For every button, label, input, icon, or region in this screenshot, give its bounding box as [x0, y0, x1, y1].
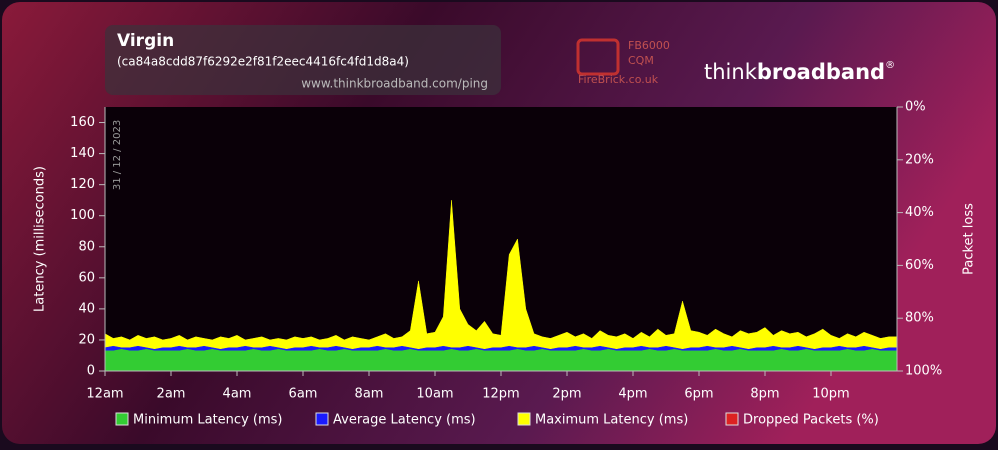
brand-think: think [704, 60, 758, 84]
y-tick-label: 120 [70, 177, 95, 192]
x-tick-label: 4pm [618, 387, 647, 402]
x-tick-label: 6pm [684, 387, 713, 402]
x-tick-label: 8am [355, 387, 384, 402]
source-url: www.thinkbroadband.com/ping [301, 77, 488, 91]
y-tick-label: 80 [78, 239, 95, 254]
x-tick-label: 4am [223, 387, 252, 402]
y2-axis-label: Packet loss [962, 203, 977, 275]
y2-tick-label: 80% [905, 311, 934, 326]
y2-tick-label: 40% [905, 205, 934, 220]
latency-area [104, 349, 898, 372]
x-tick-label: 8pm [750, 387, 779, 402]
x-tick-label: 12pm [482, 387, 519, 402]
x-tick-label: 10pm [812, 387, 849, 402]
legend-swatch [725, 412, 739, 426]
y-tick-label: 60 [78, 270, 95, 285]
legend-label: Maximum Latency (ms) [535, 413, 688, 428]
firebrick-site: FireBrick.co.uk [578, 73, 659, 86]
legend-swatch [115, 412, 129, 426]
x-tick-label: 12am [86, 387, 123, 402]
plot-area [105, 107, 897, 371]
y2-tick-label: 60% [905, 258, 934, 273]
firebrick-product: CQM [628, 54, 654, 67]
subtitle: (ca84a8cdd87f6292e2f81f2eec4416fc4fd1d8a… [117, 55, 409, 69]
title: Virgin [117, 31, 174, 51]
header-box [105, 25, 501, 95]
firebrick-model: FB6000 [628, 39, 670, 52]
x-tick-label: 6am [289, 387, 318, 402]
y2-tick-label: 100% [905, 364, 942, 379]
brand-broadband: broadband [757, 60, 885, 84]
legend-swatch [315, 412, 329, 426]
y-tick-label: 20 [78, 332, 95, 347]
y2-tick-label: 20% [905, 152, 934, 167]
y-tick-label: 0 [87, 364, 95, 379]
y-tick-label: 160 [70, 115, 95, 130]
y2-tick-label: 0% [905, 100, 926, 115]
y-tick-label: 40 [78, 301, 95, 316]
date: 31 / 12 / 2023 [112, 120, 123, 190]
firebrick-logo [576, 38, 620, 76]
x-tick-label: 2am [157, 387, 186, 402]
legend-label: Dropped Packets (%) [743, 413, 879, 428]
y-axis-label: Latency (milliseconds) [33, 166, 48, 312]
legend-label: Average Latency (ms) [333, 413, 476, 428]
legend-label: Minimum Latency (ms) [133, 413, 282, 428]
brand-mark: ® [885, 60, 895, 71]
y-tick-label: 140 [70, 146, 95, 161]
brand: thinkbroadband® [704, 60, 895, 84]
x-tick-label: 10am [416, 387, 453, 402]
y-tick-label: 100 [70, 208, 95, 223]
legend-swatch [517, 412, 531, 426]
x-tick-label: 2pm [552, 387, 581, 402]
